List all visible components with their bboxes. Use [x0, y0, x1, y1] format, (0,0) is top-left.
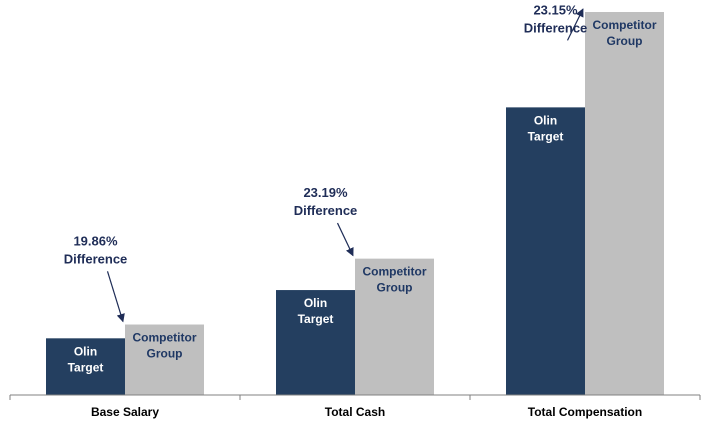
- bar-label-competitor-group-total-compensation: Competitor Group: [593, 18, 657, 48]
- bar-competitor-group-total-cash: [355, 258, 434, 395]
- bar-olin-target-total-cash: [276, 290, 355, 395]
- difference-arrow-total-compensation: [566, 8, 584, 41]
- category-label-total-cash: Total Cash: [325, 405, 385, 419]
- bar-label-olin-target-total-cash: Olin Target: [298, 296, 334, 326]
- difference-arrow-total-cash: [336, 222, 354, 257]
- bar-label-olin-target-base-salary: Olin Target: [68, 344, 104, 374]
- bar-competitor-group-base-salary: [125, 324, 204, 395]
- bar-label-olin-target-total-compensation: Olin Target: [528, 113, 564, 143]
- category-label-base-salary: Base Salary: [91, 405, 159, 419]
- bars-layer: [46, 12, 664, 395]
- bar-label-competitor-group-total-cash: Competitor Group: [363, 265, 427, 295]
- difference-annotation-total-cash: 23.19% Difference: [294, 185, 358, 218]
- bar-label-competitor-group-base-salary: Competitor Group: [133, 331, 197, 361]
- labels-layer: Olin Target Competitor Group Base Salary Olin…: [68, 18, 657, 419]
- difference-annotation-base-salary: 19.86% Difference: [64, 233, 128, 266]
- difference-arrow-base-salary: [106, 271, 125, 323]
- category-label-total-compensation: Total Compensation: [528, 405, 642, 419]
- bar-olin-target-total-compensation: [506, 107, 585, 395]
- x-axis: [9, 394, 701, 400]
- bar-olin-target-base-salary: [46, 338, 125, 395]
- bar-competitor-group-total-compensation: [585, 12, 664, 395]
